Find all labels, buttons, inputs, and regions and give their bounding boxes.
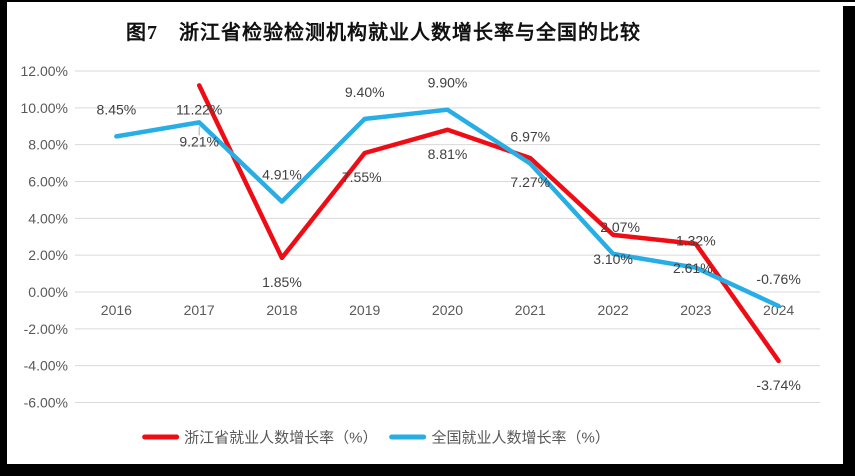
x-axis-tick-label: 2022 — [597, 302, 628, 318]
national-data-label: 9.90% — [428, 75, 468, 91]
national-data-label: 4.91% — [262, 167, 302, 183]
chart-legend: 浙江省就业人数增长率（%） 全国就业人数增长率（%） — [142, 427, 610, 448]
national-data-label: 9.21% — [179, 133, 219, 149]
zhejiang-data-label: 7.27% — [510, 174, 550, 190]
legend-label-national: 全国就业人数增长率（%） — [431, 429, 610, 447]
zhejiang-data-label: 11.22% — [176, 101, 222, 117]
y-axis-tick-label: 4.00% — [28, 210, 68, 226]
y-axis-tick-label: 10.00% — [21, 100, 68, 116]
zhejiang-data-label: 2.61% — [673, 260, 713, 276]
national-data-label: 1.32% — [676, 233, 716, 249]
national-data-label: -0.76% — [756, 271, 800, 287]
national-data-label: 9.40% — [345, 84, 385, 100]
screenshot-edge-bottom — [0, 464, 855, 476]
x-axis-tick-label: 2020 — [432, 302, 463, 318]
y-axis-tick-label: 12.00% — [21, 63, 68, 79]
national-series-swatch-icon — [389, 434, 427, 440]
x-axis-tick-label: 2018 — [266, 302, 297, 318]
y-axis-tick-label: -4.00% — [24, 358, 68, 374]
national-data-label: 6.97% — [510, 129, 550, 145]
national-series-line — [114, 107, 781, 309]
x-axis-tick-label: 2023 — [680, 302, 711, 318]
zhejiang-series-swatch-icon — [142, 434, 180, 440]
y-axis-tick-label: 8.00% — [28, 137, 68, 153]
x-axis-tick-label: 2024 — [763, 302, 794, 318]
zhejiang-data-label: 8.81% — [428, 146, 468, 162]
x-axis-tick-label: 2016 — [101, 302, 132, 318]
y-axis-tick-label: -6.00% — [24, 395, 68, 411]
legend-item-national: 全国就业人数增长率（%） — [389, 427, 610, 448]
zhejiang-data-label: 3.10% — [593, 251, 633, 267]
x-axis-tick-label: 2021 — [515, 302, 546, 318]
zhejiang-series-line — [196, 83, 781, 364]
national-data-label: 8.45% — [97, 101, 137, 117]
legend-label-zhejiang: 浙江省就业人数增长率（%） — [184, 429, 378, 447]
y-axis-tick-label: -2.00% — [24, 321, 68, 337]
y-axis-tick-label: 2.00% — [28, 247, 68, 263]
screenshot-edge-top — [0, 0, 855, 2]
y-axis-tick-label: 6.00% — [28, 174, 68, 190]
chart-title: 图7 浙江省检验检测机构就业人数增长率与全国的比较 — [126, 22, 641, 44]
legend-item-zhejiang: 浙江省就业人数增长率（%） — [142, 427, 378, 448]
screenshot-edge-left — [0, 0, 7, 476]
y-axis-tick-label: 0.00% — [28, 284, 68, 300]
zhejiang-data-label: 1.85% — [262, 274, 302, 290]
national-data-label: 2.07% — [600, 219, 640, 235]
x-axis-tick-label: 2017 — [184, 302, 215, 318]
zhejiang-data-label: -3.74% — [756, 377, 800, 393]
zhejiang-data-label: 7.55% — [342, 169, 382, 185]
screenshot-edge-right — [843, 6, 855, 476]
x-axis-tick-label: 2019 — [349, 302, 380, 318]
